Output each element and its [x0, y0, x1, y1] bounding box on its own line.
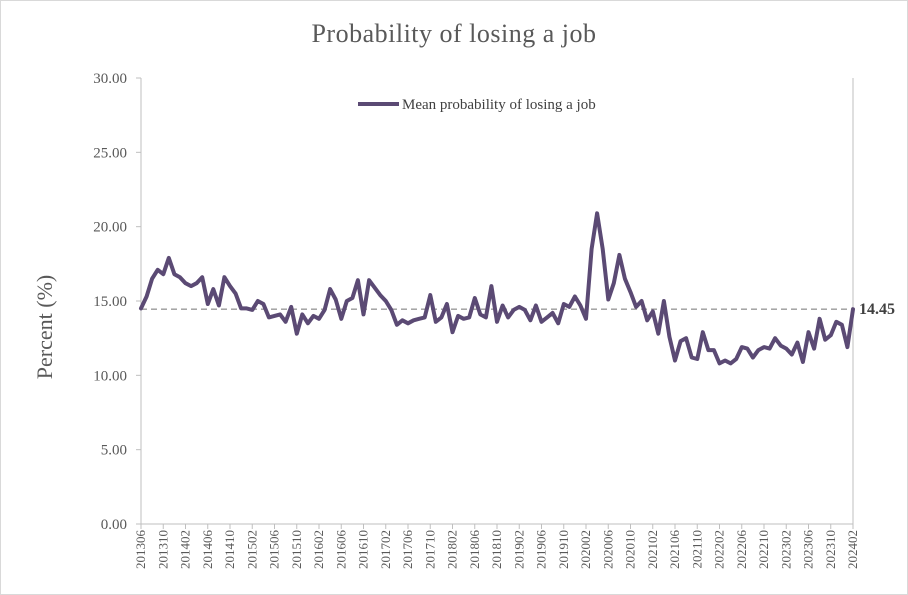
- y-tick-label: 30.00: [93, 71, 127, 87]
- x-tick-label: 201906: [534, 530, 549, 570]
- x-tick-label: 202010: [623, 530, 638, 569]
- x-tick-label: 202110: [689, 530, 704, 569]
- y-tick-label: 0.00: [101, 517, 127, 533]
- x-tick-label: 201602: [311, 530, 326, 569]
- x-tick-label: 201910: [556, 530, 571, 569]
- axes: [140, 78, 854, 525]
- series-group: [139, 211, 855, 366]
- x-tick-label: 202202: [712, 530, 727, 569]
- y-tick-label: 25.00: [93, 145, 127, 161]
- y-ticks: 0.00 5.00 10.00 15.00 20.00 25.00 30.00: [93, 71, 141, 533]
- x-tick-label: 201306: [133, 530, 148, 570]
- x-tick-label: 202006: [600, 530, 615, 570]
- reference-line-label: 14.45: [859, 301, 895, 318]
- x-tick-label: 201902: [511, 530, 526, 569]
- series-line-mean-probability: [139, 211, 855, 366]
- y-tick-label: 5.00: [101, 443, 127, 459]
- x-tick-label: 201606: [333, 530, 348, 570]
- y-tick-label: 15.00: [93, 294, 127, 310]
- x-ticks: 201306 201310 201402 201406 201410 201502 2015…: [133, 524, 860, 569]
- x-tick-label: 202310: [823, 530, 838, 569]
- legend: Mean probability of losing a job: [358, 97, 596, 113]
- x-tick-label: 202402: [845, 530, 860, 569]
- x-tick-label: 201706: [400, 530, 415, 570]
- x-tick-label: 201702: [378, 530, 393, 569]
- y-tick-label: 20.00: [93, 220, 127, 236]
- x-tick-label: 201806: [467, 530, 482, 570]
- x-tick-label: 201510: [289, 530, 304, 569]
- x-tick-label: 201310: [155, 530, 170, 569]
- x-tick-label: 202302: [778, 530, 793, 569]
- chart-title: Probability of losing a job: [311, 19, 597, 48]
- x-tick-label: 201406: [200, 530, 215, 570]
- x-tick-label: 202306: [801, 530, 816, 570]
- x-tick-label: 201710: [422, 530, 437, 569]
- y-tick-label: 10.00: [93, 368, 127, 384]
- x-tick-label: 202206: [734, 530, 749, 570]
- x-tick-label: 202210: [756, 530, 771, 569]
- x-tick-label: 202106: [667, 530, 682, 570]
- x-tick-label: 202102: [645, 530, 660, 569]
- legend-label: Mean probability of losing a job: [402, 97, 596, 113]
- x-tick-label: 201502: [244, 530, 259, 569]
- x-tick-label: 201506: [267, 530, 282, 570]
- x-tick-label: 201610: [356, 530, 371, 569]
- x-tick-label: 201402: [178, 530, 193, 569]
- x-tick-label: 201810: [489, 530, 504, 569]
- x-tick-label: 201410: [222, 530, 237, 569]
- x-tick-label: 202002: [578, 530, 593, 569]
- x-tick-label: 201802: [445, 530, 460, 569]
